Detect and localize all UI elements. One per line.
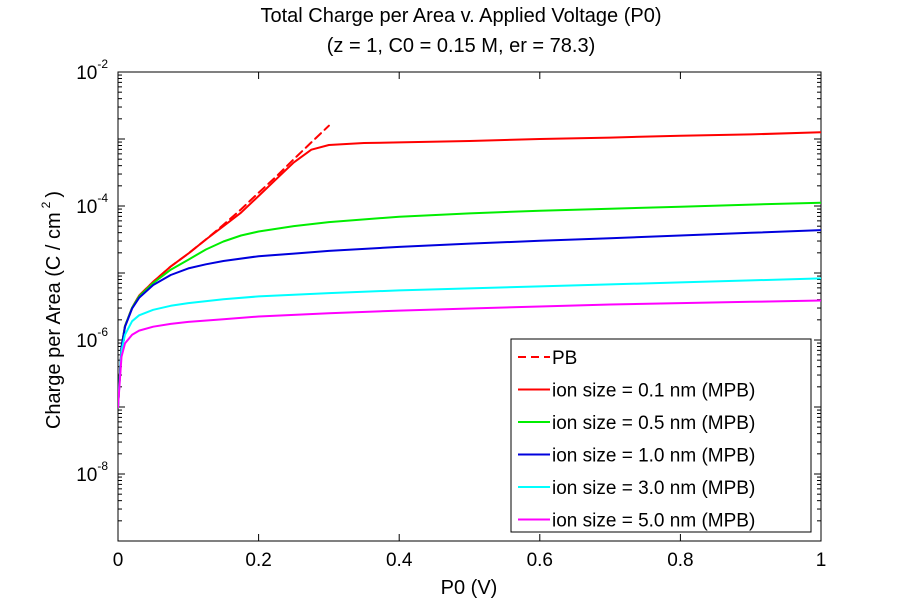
legend: PB ion size = 0.1 nm (MPB) ion size = 0.5 … — [510, 338, 812, 533]
series-line-3 — [118, 229, 821, 408]
y-tick-base: 10 — [76, 331, 97, 352]
legend-label-4: ion size = 3.0 nm (MPB) — [552, 478, 755, 499]
chart-subtitle: (z = 1, C0 = 0.15 M, er = 78.3) — [327, 35, 595, 57]
legend-label-1: ion size = 0.1 nm (MPB) — [552, 381, 755, 402]
y-axis-label: Charge per Area (C / cm 2) — [39, 191, 65, 429]
x-tick-label: 0.8 — [667, 550, 693, 571]
x-tick-label: 1 — [816, 550, 827, 571]
x-axis-label: P0 (V) — [441, 577, 498, 599]
y-axis-label-main: Charge per Area (C / cm — [43, 212, 65, 429]
y-tick-base: 10 — [76, 465, 97, 486]
y-axis-label-sup: 2 — [39, 201, 53, 208]
legend-box — [510, 338, 812, 533]
series-line-5 — [118, 299, 821, 408]
legend-label-3: ion size = 1.0 nm (MPB) — [552, 446, 755, 467]
legend-items: PB ion size = 0.1 nm (MPB) ion size = 0.5 … — [518, 348, 755, 532]
legend-label-2: ion size = 0.5 nm (MPB) — [552, 413, 755, 434]
legend-label-0: PB — [552, 348, 577, 369]
y-tick-exponent: -6 — [97, 325, 108, 339]
y-tick-label: 10-4 — [76, 191, 108, 218]
x-tick-label: 0.4 — [386, 550, 413, 571]
x-tick-label: 0 — [113, 550, 124, 571]
x-tick-label: 0.2 — [245, 550, 271, 571]
y-axis: 10-810-610-410-2 — [76, 57, 821, 542]
chart-title: Total Charge per Area v. Applied Voltage… — [261, 5, 662, 27]
series-layer — [118, 124, 821, 408]
y-tick-base: 10 — [76, 63, 97, 84]
y-tick-exponent: -2 — [97, 57, 108, 71]
y-tick-base: 10 — [76, 197, 97, 218]
y-tick-label: 10-8 — [76, 459, 108, 486]
y-tick-label: 10-2 — [76, 57, 108, 84]
y-axis-label-close: ) — [43, 191, 65, 198]
series-line-4 — [118, 277, 821, 408]
x-tick-label: 0.6 — [527, 550, 553, 571]
y-tick-label: 10-6 — [76, 325, 108, 352]
legend-label-5: ion size = 5.0 nm (MPB) — [552, 511, 755, 532]
y-tick-exponent: -4 — [97, 191, 108, 205]
y-tick-exponent: -8 — [97, 459, 108, 473]
